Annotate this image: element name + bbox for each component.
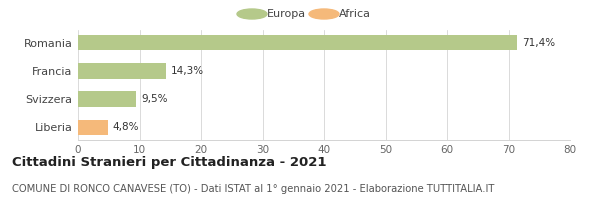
Text: Europa: Europa: [267, 9, 306, 19]
Text: 71,4%: 71,4%: [522, 38, 555, 48]
Bar: [78, 35, 517, 50]
Text: Cittadini Stranieri per Cittadinanza - 2021: Cittadini Stranieri per Cittadinanza - 2…: [12, 156, 326, 169]
Text: COMUNE DI RONCO CANAVESE (TO) - Dati ISTAT al 1° gennaio 2021 - Elaborazione TUT: COMUNE DI RONCO CANAVESE (TO) - Dati IST…: [12, 184, 494, 194]
Text: 4,8%: 4,8%: [112, 122, 139, 132]
Text: 9,5%: 9,5%: [142, 94, 168, 104]
Bar: [78, 63, 166, 79]
Bar: [78, 91, 136, 107]
Bar: [78, 120, 107, 135]
Text: Africa: Africa: [339, 9, 371, 19]
Text: 14,3%: 14,3%: [171, 66, 204, 76]
